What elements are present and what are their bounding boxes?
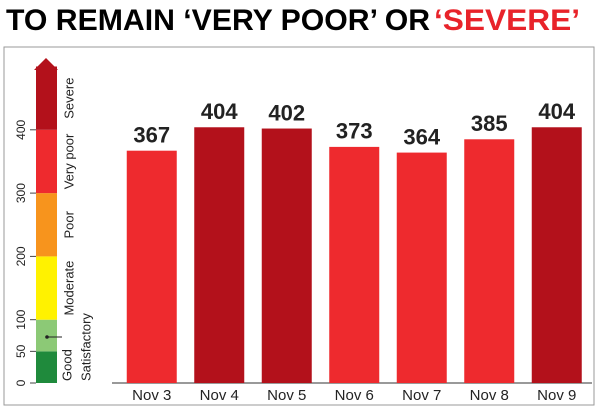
scale-label: Satisfactory (78, 313, 93, 381)
scale-band (36, 256, 57, 320)
x-tick-label: Nov 6 (335, 387, 374, 404)
scale-label: Moderate (61, 261, 76, 316)
value-label: 385 (471, 111, 508, 136)
scale-band (36, 351, 57, 383)
value-label: 367 (133, 123, 170, 148)
x-tick-label: Nov 3 (132, 387, 171, 404)
bar (329, 146, 380, 383)
y-tick-label: 0 (14, 379, 28, 386)
bar (464, 139, 515, 383)
bar (194, 127, 245, 383)
pointer-dot (45, 335, 49, 339)
bar (531, 127, 582, 383)
x-tick-label: Nov 4 (200, 387, 239, 404)
y-tick-label: 400 (14, 119, 28, 139)
scale-label: Severe (61, 78, 76, 119)
value-label: 364 (403, 124, 440, 149)
scale-band (36, 193, 57, 257)
value-label: 404 (201, 99, 238, 124)
chart-title: TO REMAIN ‘VERY POOR’ OR (6, 4, 430, 37)
scale-label: Poor (61, 210, 76, 238)
value-label: 402 (268, 100, 305, 125)
x-tick-label: Nov 8 (470, 387, 509, 404)
x-tick-label: Nov 5 (267, 387, 306, 404)
x-tick-label: Nov 7 (402, 387, 441, 404)
scale-band (36, 66, 57, 130)
y-tick-label: 100 (14, 309, 28, 329)
bar (126, 150, 177, 383)
chart-title-highlight: ‘SEVERE’ (434, 4, 580, 37)
y-tick-label: 200 (14, 246, 28, 266)
y-tick-label: 50 (14, 344, 28, 358)
frame (3, 46, 595, 406)
value-label: 404 (538, 99, 575, 124)
scale-label: Good (59, 349, 74, 381)
y-tick-label: 300 (14, 183, 28, 203)
value-label: 373 (336, 119, 373, 144)
bar (396, 152, 447, 383)
scale-label: Very poor (61, 133, 76, 189)
bar (261, 128, 312, 383)
scale-band (36, 129, 57, 194)
x-tick-label: Nov 9 (537, 387, 576, 404)
